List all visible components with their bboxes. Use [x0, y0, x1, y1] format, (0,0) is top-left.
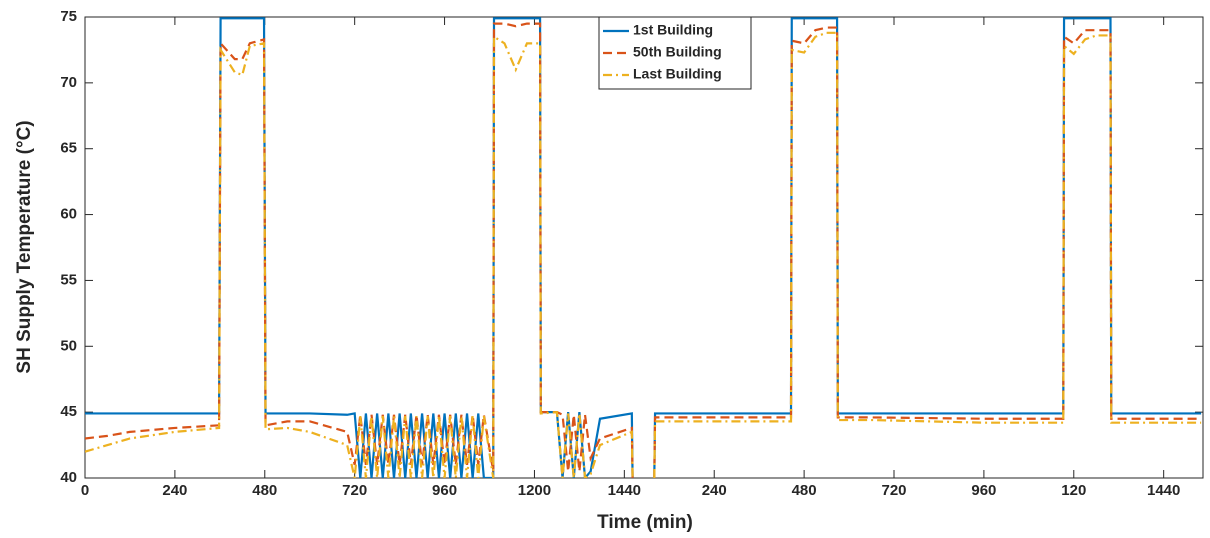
legend-label: 1st Building [633, 22, 713, 38]
y-tick-label: 75 [60, 8, 77, 25]
x-tick-label: 1440 [608, 482, 641, 499]
y-tick-label: 45 [60, 403, 77, 420]
x-tick-label: 960 [971, 482, 996, 499]
series-line [85, 31, 1202, 478]
y-tick-label: 65 [60, 140, 77, 157]
x-tick-label: 480 [792, 482, 817, 499]
x-tick-label: 120 [1061, 482, 1086, 499]
x-tick-label: 720 [342, 482, 367, 499]
x-tick-label: 960 [432, 482, 457, 499]
legend-label: 50th Building [633, 44, 722, 60]
x-axis-label: Time (min) [597, 512, 693, 533]
x-tick-label: 720 [881, 482, 906, 499]
x-tick-label: 0 [81, 482, 89, 499]
x-tick-label: 240 [702, 482, 727, 499]
y-tick-label: 70 [60, 74, 77, 91]
x-tick-label: 1440 [1147, 482, 1180, 499]
plot-frame [84, 16, 1204, 479]
y-tick-label: 55 [60, 271, 77, 288]
legend-label: Last Building [633, 66, 722, 82]
x-tick-label: 480 [252, 482, 277, 499]
x-tick-label: 240 [162, 482, 187, 499]
y-tick-label: 60 [60, 206, 77, 223]
x-tick-label: 1200 [518, 482, 551, 499]
y-tick-label: 40 [60, 469, 77, 486]
legend: 1st Building 50th Building Last Building [598, 16, 752, 90]
y-tick-label: 50 [60, 337, 77, 354]
y-axis-label: SH Supply Temperature (°C) [14, 120, 35, 373]
